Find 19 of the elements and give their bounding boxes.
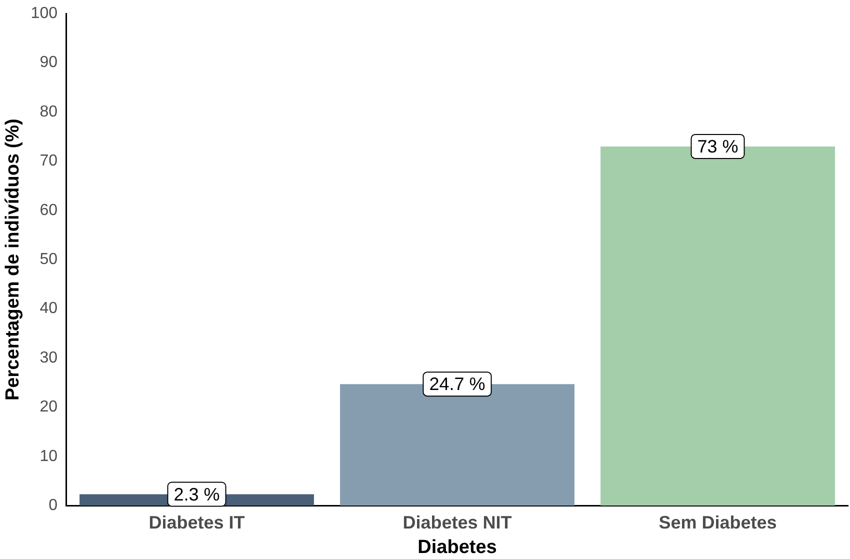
y-tick-label: 30 (40, 349, 58, 366)
y-tick-label: 0 (48, 497, 58, 514)
y-tick-label: 10 (40, 448, 58, 465)
x-tick-label: Diabetes IT (148, 512, 245, 532)
y-axis-title: Percentagem de indivíduos (%) (2, 118, 24, 401)
y-tick-label: 100 (30, 5, 58, 22)
data-label: 73 % (697, 136, 738, 156)
x-tick-label: Diabetes NIT (402, 512, 512, 532)
y-tick-label: 70 (40, 152, 58, 170)
y-tick-label: 80 (40, 103, 58, 120)
y-tick-label: 60 (40, 202, 58, 219)
data-label: 24.7 % (429, 374, 486, 394)
x-tick-label: Sem Diabetes (658, 512, 777, 532)
data-label: 2.3 % (174, 484, 220, 504)
y-tick-label: 90 (40, 54, 58, 72)
y-tick-label: 20 (40, 398, 58, 416)
y-tick-label: 50 (40, 251, 58, 268)
x-axis-title: Diabetes (418, 536, 497, 558)
y-tick-label: 40 (40, 300, 58, 318)
